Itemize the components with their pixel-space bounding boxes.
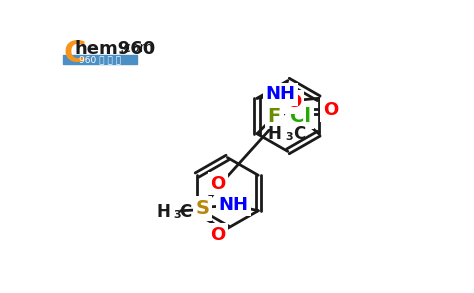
Text: Cl: Cl bbox=[290, 107, 310, 126]
Text: 3: 3 bbox=[173, 209, 181, 219]
Text: hem960: hem960 bbox=[75, 40, 156, 58]
Text: O: O bbox=[323, 101, 338, 119]
Bar bbox=[63, 55, 137, 64]
Text: O: O bbox=[286, 93, 301, 111]
Text: 960 化 工 网: 960 化 工 网 bbox=[79, 55, 120, 64]
Text: H: H bbox=[268, 125, 282, 144]
Text: .com: .com bbox=[120, 40, 154, 54]
Text: NH: NH bbox=[265, 86, 295, 103]
Text: NH: NH bbox=[219, 195, 248, 214]
Text: C: C bbox=[179, 203, 191, 221]
Text: S: S bbox=[195, 199, 210, 218]
Text: H: H bbox=[156, 203, 170, 221]
Text: F: F bbox=[267, 107, 281, 126]
Text: O: O bbox=[210, 175, 226, 193]
Text: C: C bbox=[63, 39, 85, 68]
Text: 3: 3 bbox=[285, 132, 292, 142]
Text: O: O bbox=[210, 226, 226, 243]
Text: C: C bbox=[292, 125, 305, 144]
